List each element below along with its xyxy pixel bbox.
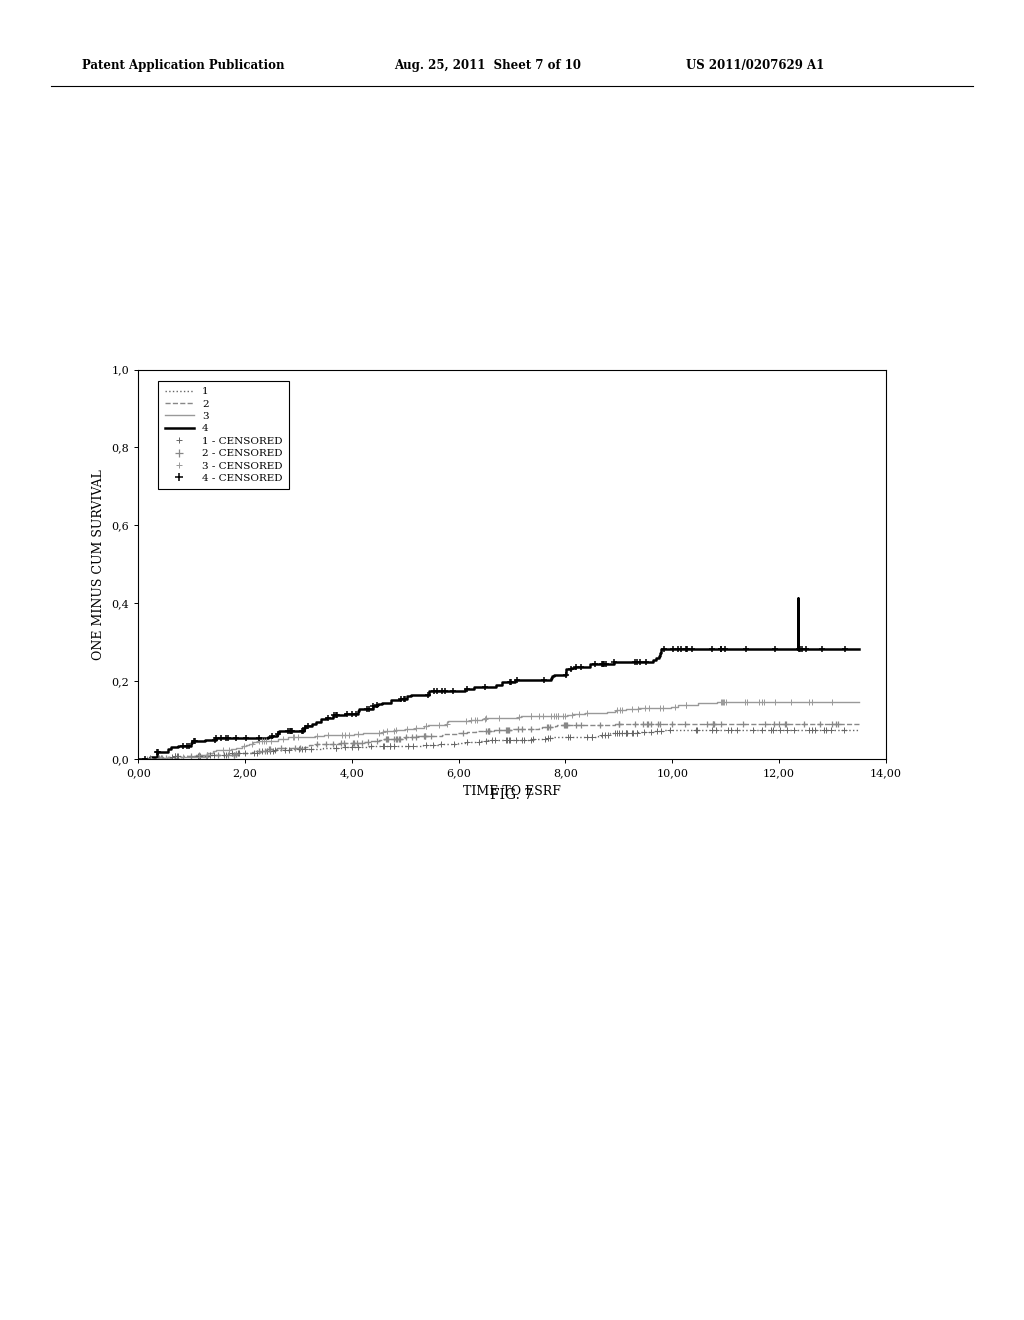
Text: US 2011/0207629 A1: US 2011/0207629 A1 xyxy=(686,59,824,73)
Legend: 1, 2, 3, 4, 1 - CENSORED, 2 - CENSORED, 3 - CENSORED, 4 - CENSORED: 1, 2, 3, 4, 1 - CENSORED, 2 - CENSORED, … xyxy=(159,380,289,490)
Text: Patent Application Publication: Patent Application Publication xyxy=(82,59,285,73)
Text: FIG. 7: FIG. 7 xyxy=(490,788,534,803)
Text: Aug. 25, 2011  Sheet 7 of 10: Aug. 25, 2011 Sheet 7 of 10 xyxy=(394,59,582,73)
X-axis label: TIME TO ESRF: TIME TO ESRF xyxy=(463,785,561,799)
Y-axis label: ONE MINUS CUM SURVIVAL: ONE MINUS CUM SURVIVAL xyxy=(91,469,104,660)
